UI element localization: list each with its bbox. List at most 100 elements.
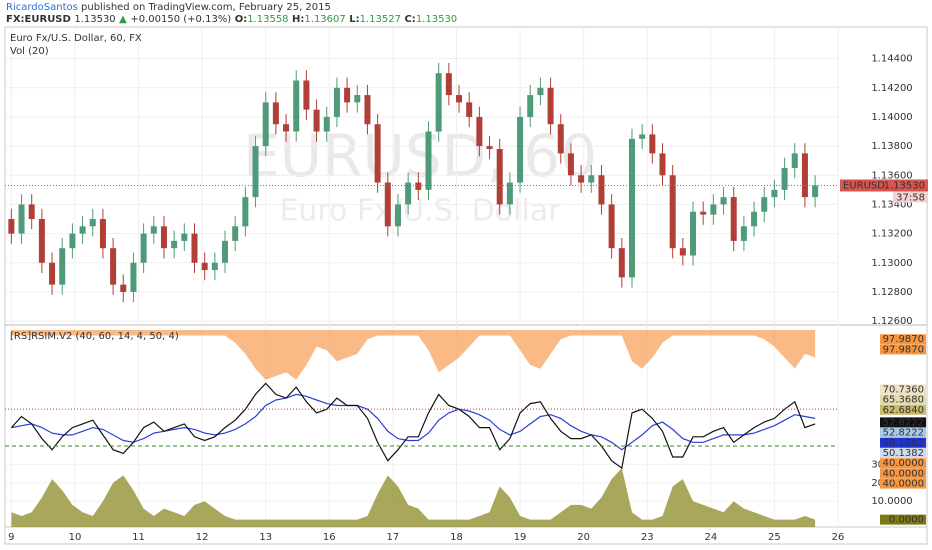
price-pane: 1.12600 1.12800 1.13000 1.13200 1.13400 1.136…: [5, 27, 928, 527]
value-badge: [880, 514, 926, 525]
indicator-pane: 10.000020.000030.000097.987097.987070.73…: [5, 330, 926, 527]
last-price-symbol: EURUSD: [843, 180, 885, 191]
candle-body: [405, 182, 412, 205]
x-tick-label: 19: [514, 532, 527, 543]
candle-body: [547, 87, 554, 125]
candle-body: [791, 153, 798, 168]
candle-body: [262, 102, 269, 147]
x-tick-label: 24: [704, 532, 717, 543]
candle-body: [130, 262, 137, 292]
y-tick-label: 1.12600: [871, 316, 912, 327]
candle-body: [496, 149, 503, 205]
candle-body: [140, 233, 147, 263]
x-tick-label: 17: [387, 532, 400, 543]
candle-body: [801, 153, 808, 198]
change: +0.00150 (+0.13%): [130, 14, 231, 25]
y-tick-label: 1.13800: [871, 141, 912, 152]
countdown: 37:58: [896, 192, 925, 203]
candle-body: [598, 175, 605, 205]
candle-body: [252, 146, 259, 198]
indicator-title: [RS]RSIM.V2 (40, 60, 14, 4, 50, 4): [10, 331, 179, 342]
author: RicardoSantos: [6, 2, 78, 13]
value-badge-label: 40.0000: [883, 468, 924, 479]
value-badge: [880, 427, 926, 438]
y-tick-label: 1.13600: [871, 170, 912, 181]
candle-body: [303, 80, 310, 110]
symbol: FX:EURUSD: [6, 14, 71, 25]
candle-body: [435, 73, 442, 132]
candle-body: [456, 95, 463, 103]
candle-body: [191, 233, 198, 263]
value-badge-label: 97.9870: [883, 334, 924, 345]
candle-body: [700, 211, 707, 215]
y-tick-label: 1.13200: [871, 229, 912, 240]
value-badge-label: 52.8222: [883, 428, 924, 439]
indicator-area: [11, 330, 816, 380]
candle-body: [445, 73, 452, 96]
candle-body: [293, 80, 300, 132]
x-tick-label: 23: [641, 532, 654, 543]
indicator-line: [10, 382, 816, 470]
candle-body: [669, 175, 676, 249]
candle-body: [771, 189, 778, 198]
candle-body: [425, 131, 432, 190]
x-tick-label: 25: [768, 532, 781, 543]
candle-body: [618, 248, 625, 278]
frame: [4, 26, 928, 545]
watermark: EURUSD, 60: [243, 122, 597, 190]
candle-body: [79, 226, 86, 234]
value-badge: [880, 458, 926, 469]
watermark-subtitle: Euro Fx/U.S. Dollar: [279, 194, 561, 229]
y-tick-label: 1.13000: [871, 258, 912, 269]
y-tick-label: 1.14000: [871, 112, 912, 123]
candle-body: [476, 116, 483, 147]
candle-body: [761, 197, 768, 212]
value-badge-label: 40.0000: [883, 458, 924, 469]
candle-body: [415, 182, 422, 190]
low-label: L:: [349, 14, 359, 25]
low: 1.13527: [360, 14, 401, 25]
candle-body: [120, 284, 127, 292]
candle-body: [527, 95, 534, 117]
candle-body: [201, 262, 208, 271]
close-label: C:: [404, 14, 415, 25]
value-badge-label: 70.7360: [883, 384, 924, 395]
y-tick-label: 1.14400: [871, 54, 912, 65]
candle-body: [720, 197, 727, 205]
x-tick-label: 13: [259, 532, 272, 543]
last-price-badge: [840, 179, 928, 192]
candle-body: [333, 87, 340, 117]
candle-body: [69, 233, 76, 249]
candle-body: [466, 102, 473, 117]
candle-body: [211, 262, 218, 271]
published: published on TradingView.com, February 2…: [81, 2, 331, 13]
candle-body: [59, 248, 66, 285]
value-badge: [880, 384, 926, 395]
value-badge: [880, 404, 926, 415]
candle-body: [222, 240, 229, 263]
candle-body: [567, 153, 574, 176]
close: 1.13530: [416, 14, 457, 25]
y-tick-label: 10.0000: [871, 496, 912, 507]
y-tick-label: 1.14200: [871, 83, 912, 94]
candle-body: [38, 219, 45, 263]
header-line-2: FX:EURUSD 1.13530 ▲ +0.00150 (+0.13%) O:…: [6, 14, 457, 25]
candle-body: [588, 175, 595, 183]
candle-body: [659, 153, 666, 176]
candle-body: [639, 134, 646, 139]
indicator-line: [11, 393, 816, 451]
value-badge-label: 97.9870: [883, 344, 924, 355]
candle-body: [557, 124, 564, 154]
x-tick-label: 12: [196, 532, 209, 543]
value-badge: [880, 394, 926, 405]
high-label: H:: [292, 14, 304, 25]
candle-body: [506, 182, 513, 205]
x-tick-label: 9: [8, 532, 14, 543]
value-badge: [880, 334, 926, 345]
candle-body: [679, 248, 686, 256]
candle-body: [364, 95, 371, 125]
candle-body: [160, 226, 167, 249]
x-tick-label: 20: [577, 532, 590, 543]
candle-body: [272, 102, 279, 125]
